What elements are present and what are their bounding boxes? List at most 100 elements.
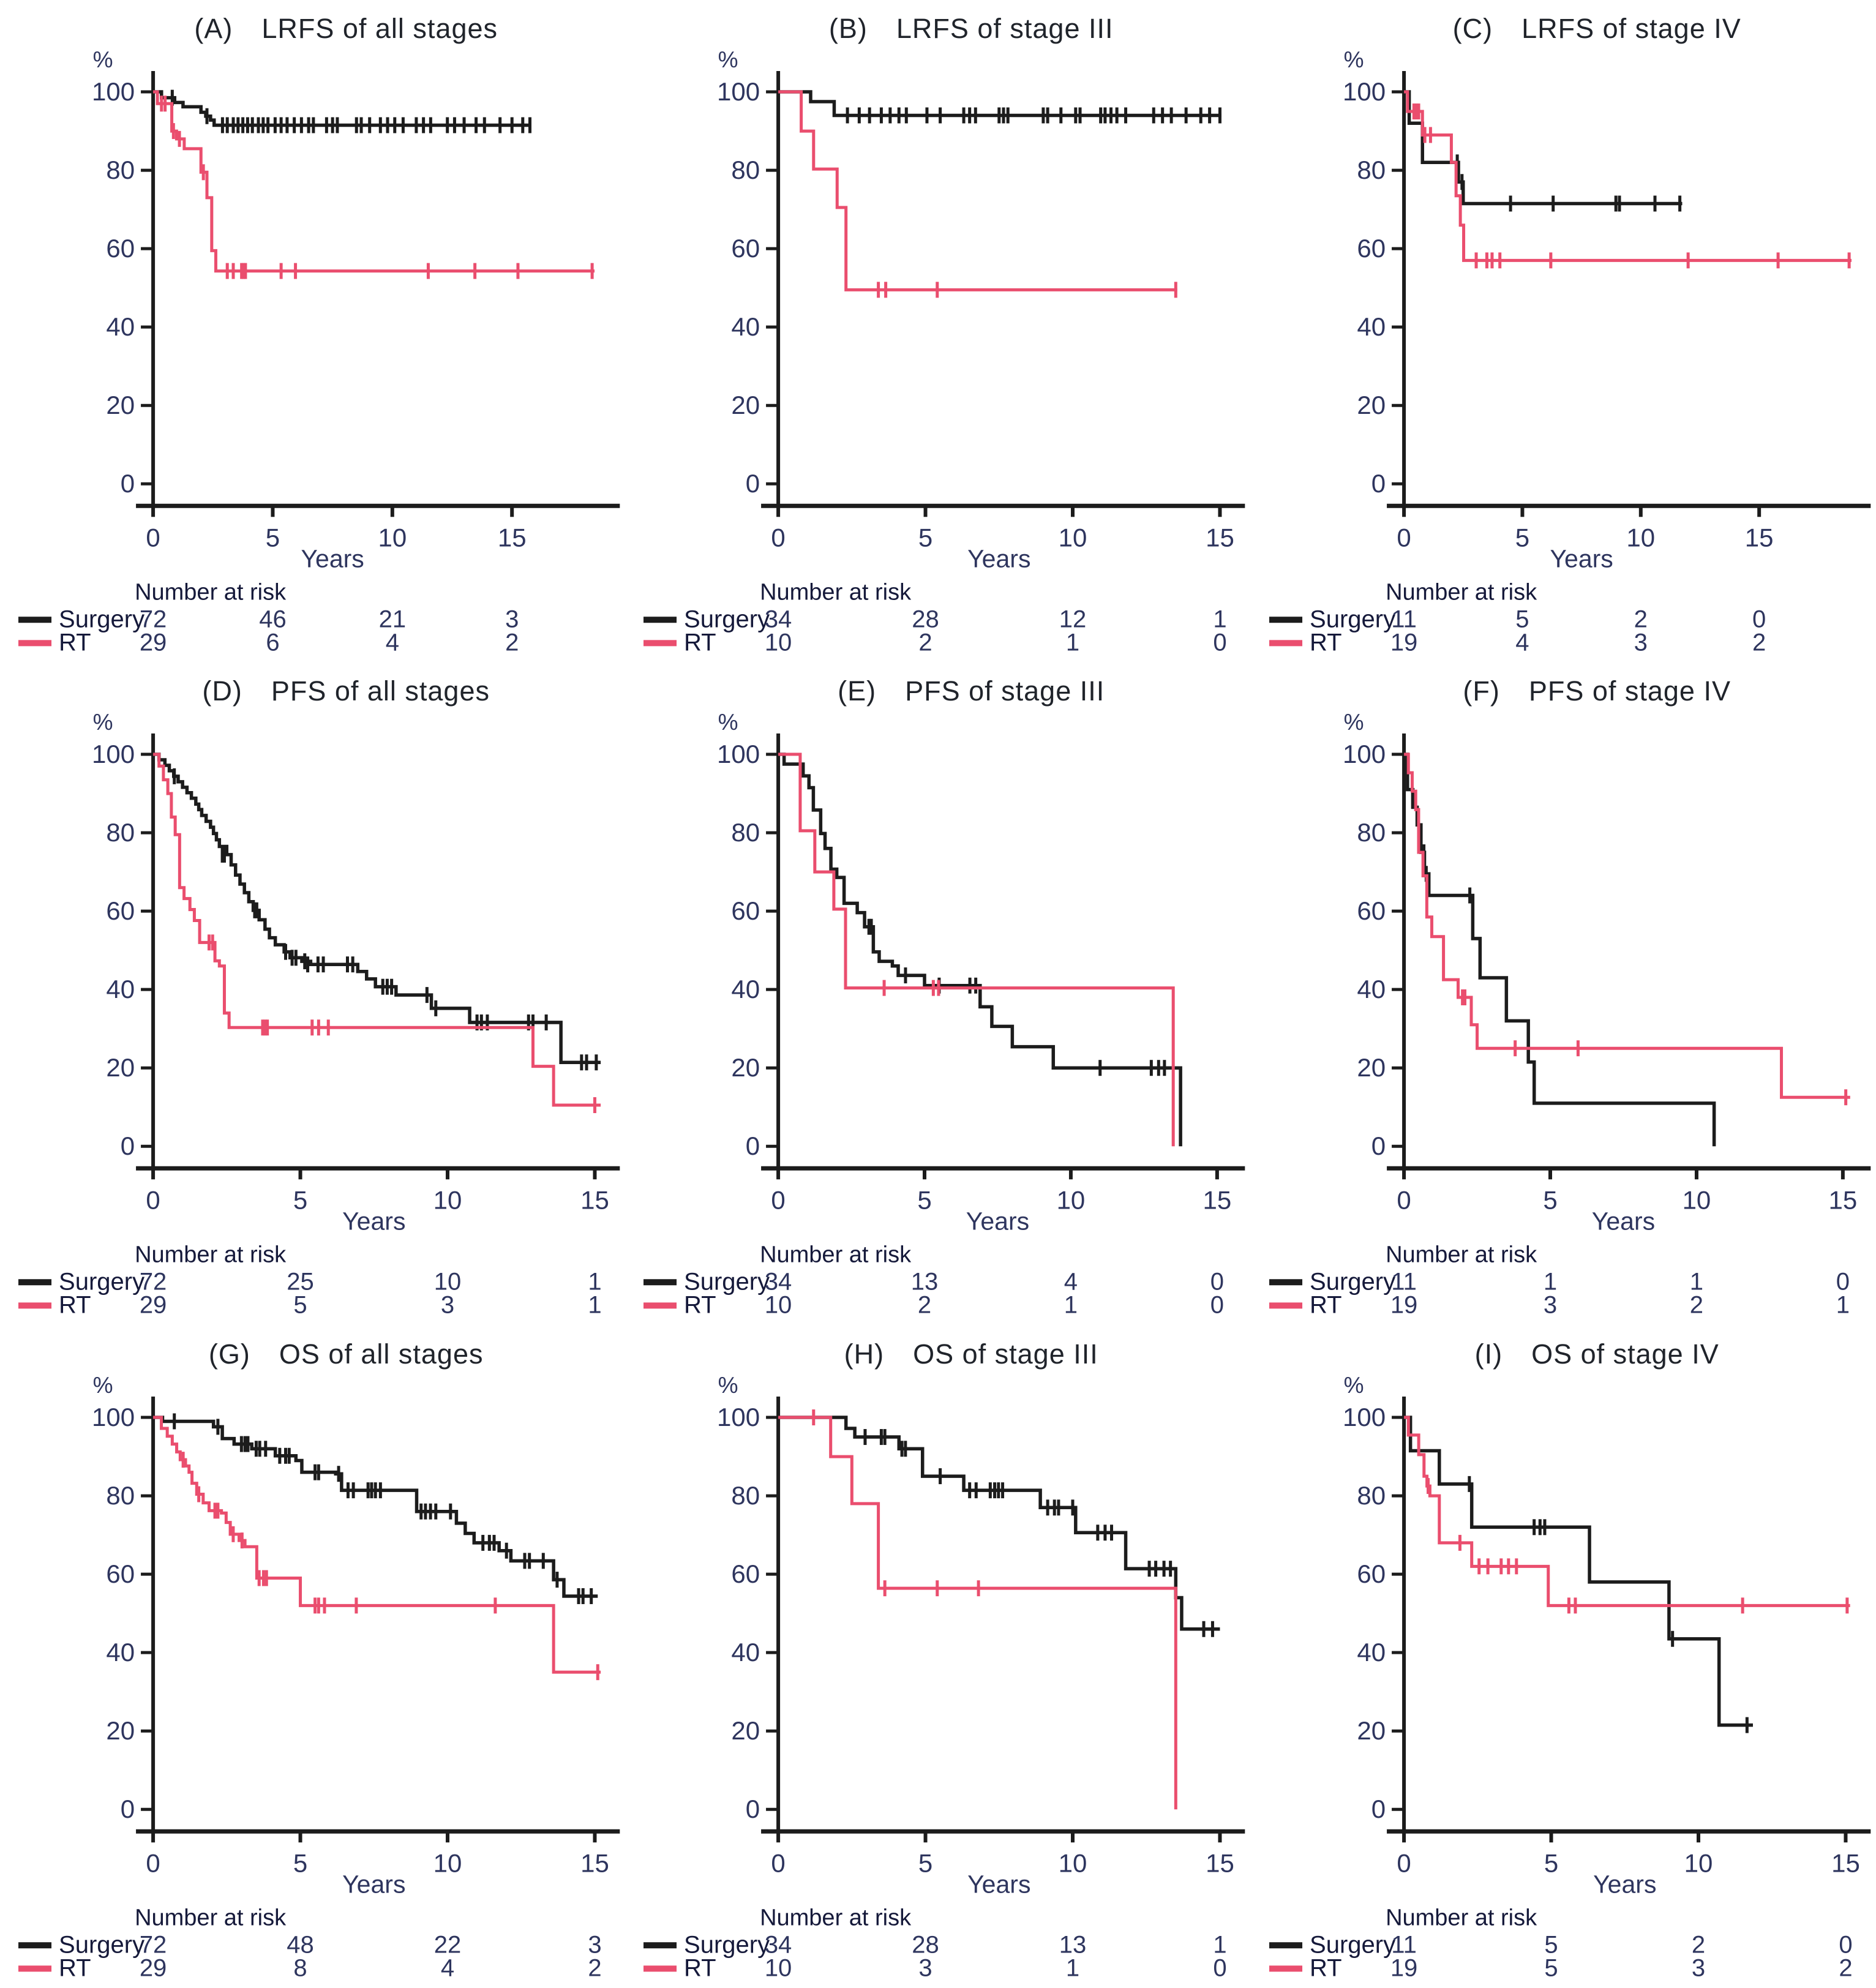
y-axis-unit-label: % [93,709,113,735]
surgery-censor-marks [170,89,532,133]
x-axis-title: Years [342,1870,405,1898]
rt-censor-marks [160,96,594,279]
panel-os-all-stages: (G) OS of all stages% 0 20 40 60 80 100 0 5 10 15 Y… [0,1326,625,1988]
y-axis-tick-label: 0 [121,469,135,498]
x-axis-tick-label: 5 [266,523,280,552]
number-at-risk-heading: Number at risk [1386,1242,1537,1268]
x-axis-tick-label: 10 [433,1848,462,1877]
y-axis-tick-label: 40 [732,1638,760,1667]
x-axis-tick-label: 15 [580,1186,609,1215]
rt-at-risk-value: 1 [1066,1954,1079,1981]
x-axis-tick-label: 10 [1059,1848,1087,1877]
surgery-at-risk-value: 11 [1391,1931,1417,1958]
y-axis-unit-label: % [718,709,738,735]
x-axis-tick-label: 5 [293,1848,307,1877]
surgery-censor-marks [173,1413,593,1604]
y-axis-tick-label: 0 [1371,1795,1385,1823]
surgery-at-risk-value: 3 [505,606,519,632]
x-axis-tick-label: 10 [1626,523,1655,552]
surgery-at-risk-value: 1 [1214,606,1227,632]
surgery-legend-label: Surgery [684,1931,770,1958]
y-axis-tick-label: 20 [106,1716,135,1745]
surgery-at-risk-value: 22 [434,1931,462,1958]
panel-lrfs-stage-iv: (C) LRFS of stage IV% 0 20 40 60 80 100 0 5 10 15 Y… [1251,0,1876,662]
x-axis-tick-label: 5 [1543,1186,1557,1215]
number-at-risk-heading: Number at risk [1386,1905,1537,1930]
rt-at-risk-value: 2 [1839,1954,1852,1981]
y-axis-tick-label: 40 [106,1638,135,1667]
y-axis-tick-label: 100 [717,77,760,106]
rt-at-risk-value: 2 [919,629,932,656]
y-axis-tick-label: 40 [732,312,760,341]
y-axis-tick-label: 100 [92,740,135,768]
y-axis-tick-label: 0 [1371,1132,1385,1161]
rt-at-risk-value: 1 [588,1292,601,1319]
surgery-survival-curve [153,752,601,1065]
rt-censor-marks [882,980,940,996]
rt-at-risk-value: 4 [441,1954,454,1981]
surgery-survival-curve [153,90,531,127]
rt-legend-label: RT [1310,1954,1342,1981]
surgery-at-risk-value: 1 [1214,1931,1227,1958]
rt-legend-label: RT [59,629,91,656]
x-axis-tick-label: 0 [146,1186,160,1215]
y-axis-tick-label: 60 [106,1559,135,1588]
number-at-risk-heading: Number at risk [135,579,287,605]
panel-title: (I) OS of stage IV [1474,1338,1719,1370]
rt-at-risk-value: 0 [1210,1292,1224,1319]
surgery-at-risk-value: 21 [379,606,407,632]
x-axis-tick-label: 10 [1057,1186,1086,1215]
rt-at-risk-value: 10 [765,1292,792,1319]
surgery-at-risk-value: 34 [765,1931,792,1958]
surgery-at-risk-value: 13 [911,1269,939,1296]
surgery-legend-label: Surgery [684,606,770,632]
x-axis-tick-label: 15 [1744,523,1773,552]
rt-at-risk-value: 10 [765,1954,792,1981]
x-axis-tick-label: 0 [1397,523,1411,552]
y-axis-tick-label: 40 [1357,1638,1386,1667]
rt-at-risk-value: 4 [386,629,399,656]
y-axis-tick-label: 100 [92,77,135,106]
y-axis-tick-label: 100 [717,740,760,768]
rt-at-risk-value: 2 [588,1954,601,1981]
x-axis-title: Years [342,1207,405,1236]
rt-at-risk-value: 19 [1390,1954,1417,1981]
y-axis-tick-label: 60 [1357,234,1386,263]
x-axis-tick-label: 15 [498,523,527,552]
surgery-legend-label: Surgery [1310,1931,1395,1958]
surgery-survival-curve [1403,752,1716,1147]
panel-title: (C) LRFS of stage IV [1452,13,1741,44]
y-axis-tick-label: 20 [732,391,760,419]
surgery-at-risk-value: 48 [287,1931,314,1958]
surgery-at-risk-value: 10 [434,1269,462,1296]
x-axis-tick-label: 10 [378,523,407,552]
y-axis-tick-label: 80 [106,818,135,847]
surgery-survival-curve [1403,90,1683,206]
rt-at-risk-value: 1 [1836,1292,1849,1319]
x-axis-tick-label: 5 [293,1186,307,1215]
surgery-survival-curve [778,1415,1220,1631]
x-axis-tick-label: 0 [146,523,160,552]
rt-legend-label: RT [59,1292,91,1319]
surgery-censor-marks [863,1428,1215,1637]
rt-at-risk-value: 29 [140,1954,167,1981]
panel-lrfs-stage-iii: (B) LRFS of stage III% 0 20 40 60 80 100 0 5 10 15… [625,0,1250,662]
y-axis-tick-label: 0 [746,1795,760,1823]
surgery-at-risk-value: 34 [765,606,792,632]
x-axis-tick-label: 0 [146,1848,160,1877]
x-axis-tick-label: 15 [1203,1186,1232,1215]
rt-survival-curve [778,90,1178,291]
x-axis-tick-label: 0 [1397,1186,1411,1215]
y-axis-tick-label: 80 [1357,1481,1386,1510]
y-axis-unit-label: % [93,1372,113,1398]
x-axis-tick-label: 0 [771,1186,786,1215]
rt-at-risk-value: 29 [140,1292,167,1319]
rt-at-risk-value: 3 [1544,1292,1557,1319]
rt-censor-marks [1412,103,1851,269]
y-axis-tick-label: 0 [1371,469,1385,498]
y-axis-tick-label: 20 [106,391,135,419]
rt-at-risk-value: 4 [1515,629,1529,656]
